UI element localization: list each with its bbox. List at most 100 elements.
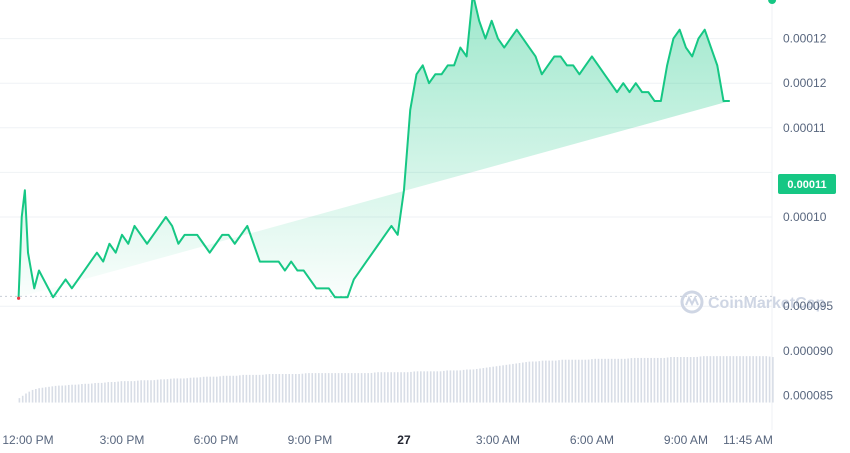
volume-bar <box>475 368 478 403</box>
volume-bar <box>640 357 643 403</box>
volume-bar <box>541 360 544 403</box>
volume-bar <box>469 369 471 403</box>
price-line[interactable] <box>17 0 730 299</box>
volume-bar <box>752 356 754 403</box>
volume-bar <box>84 383 87 403</box>
volume-bar <box>393 372 396 403</box>
volume-bar <box>202 376 205 403</box>
volume-bar <box>604 358 606 403</box>
volume-bar <box>670 357 672 403</box>
volume-bar <box>498 365 501 403</box>
volume-bar <box>508 364 511 403</box>
volume-bar <box>110 382 113 403</box>
volume-bar <box>726 356 728 403</box>
volume-bar <box>377 372 379 403</box>
volume-bar <box>538 361 541 403</box>
volume-bar <box>472 369 475 403</box>
volume-bar <box>140 380 142 403</box>
volume-bar <box>568 359 570 403</box>
volume-bar <box>449 370 452 403</box>
volume-bar <box>581 359 583 403</box>
volume-bar <box>732 356 735 403</box>
volume-bar <box>41 387 44 403</box>
volume-bar <box>689 357 692 403</box>
volume-bar <box>344 373 346 403</box>
volume-bar <box>239 375 241 403</box>
volume-bar <box>383 372 386 403</box>
volume-bar <box>505 364 508 403</box>
volume-bar <box>216 376 218 403</box>
volume-bar <box>212 376 215 403</box>
volume-bar <box>294 373 297 403</box>
volume-bar <box>308 373 310 403</box>
volume-bar <box>364 373 366 403</box>
volume-bar <box>117 381 119 403</box>
volume-bar <box>48 386 50 403</box>
volume-bar <box>245 374 248 403</box>
volume-bar <box>94 383 96 403</box>
volume-bar <box>150 380 152 403</box>
volume-bar <box>712 356 715 403</box>
volume-bar <box>439 371 442 403</box>
volume-bar <box>709 356 712 403</box>
volume-bar <box>64 385 67 403</box>
volume-bar <box>551 360 554 403</box>
volume-bar <box>265 374 267 403</box>
x-tick-label: 9:00 PM <box>288 433 333 447</box>
x-tick-label: 11:45 AM <box>723 433 773 447</box>
volume-bar <box>554 360 557 403</box>
y-tick-label: 0.00012 <box>783 32 827 46</box>
volume-bars <box>18 356 774 403</box>
volume-bar <box>225 375 228 403</box>
volume-bar <box>423 371 425 403</box>
volume-bar <box>278 373 281 403</box>
volume-bar <box>676 357 679 403</box>
volume-bar <box>630 358 633 403</box>
volume-bar <box>637 357 639 403</box>
volume-bar <box>528 361 531 403</box>
volume-bar <box>433 371 435 403</box>
volume-bar <box>196 377 198 403</box>
volume-bar <box>341 373 343 403</box>
volume-bar <box>396 372 399 403</box>
volume-bar <box>729 356 731 403</box>
volume-bar <box>255 374 258 403</box>
volume-bar <box>153 380 156 403</box>
volume-bar <box>169 378 172 403</box>
x-tick-label: 12:00 PM <box>2 433 53 447</box>
volume-bar <box>515 363 518 403</box>
volume-bar <box>420 371 422 403</box>
volume-bar <box>166 379 169 403</box>
volume-bar <box>44 387 47 403</box>
volume-bar <box>686 357 689 403</box>
y-axis: 0.00013 0.00012 0.00012 0.00011 0.00010 0.000… <box>783 0 833 402</box>
volume-bar <box>298 373 300 403</box>
y-tick-label: 0.000090 <box>783 344 833 358</box>
volume-bar <box>739 356 741 403</box>
volume-bar <box>696 356 699 403</box>
volume-bar <box>765 356 768 403</box>
x-tick-label: 6:00 PM <box>194 433 239 447</box>
volume-bar <box>561 359 564 403</box>
volume-bar <box>288 373 291 403</box>
volume-bar <box>620 358 623 403</box>
volume-bar <box>357 373 360 403</box>
volume-bar <box>331 373 333 403</box>
volume-bar <box>28 391 31 403</box>
volume-bar <box>281 373 284 403</box>
current-price-label: 0.00011 <box>778 174 836 194</box>
x-tick-label: 3:00 AM <box>476 433 520 447</box>
volume-bar <box>81 383 83 403</box>
volume-bar <box>173 378 175 403</box>
volume-bar <box>104 382 106 403</box>
volume-bar <box>749 356 751 403</box>
volume-bar <box>502 365 504 403</box>
volume-bar <box>275 373 277 403</box>
volume-bar <box>219 376 221 403</box>
volume-bar <box>156 379 159 403</box>
current-price-dot[interactable] <box>768 0 777 4</box>
volume-bar <box>354 373 356 403</box>
volume-bar <box>403 372 406 403</box>
volume-bar <box>482 368 485 403</box>
